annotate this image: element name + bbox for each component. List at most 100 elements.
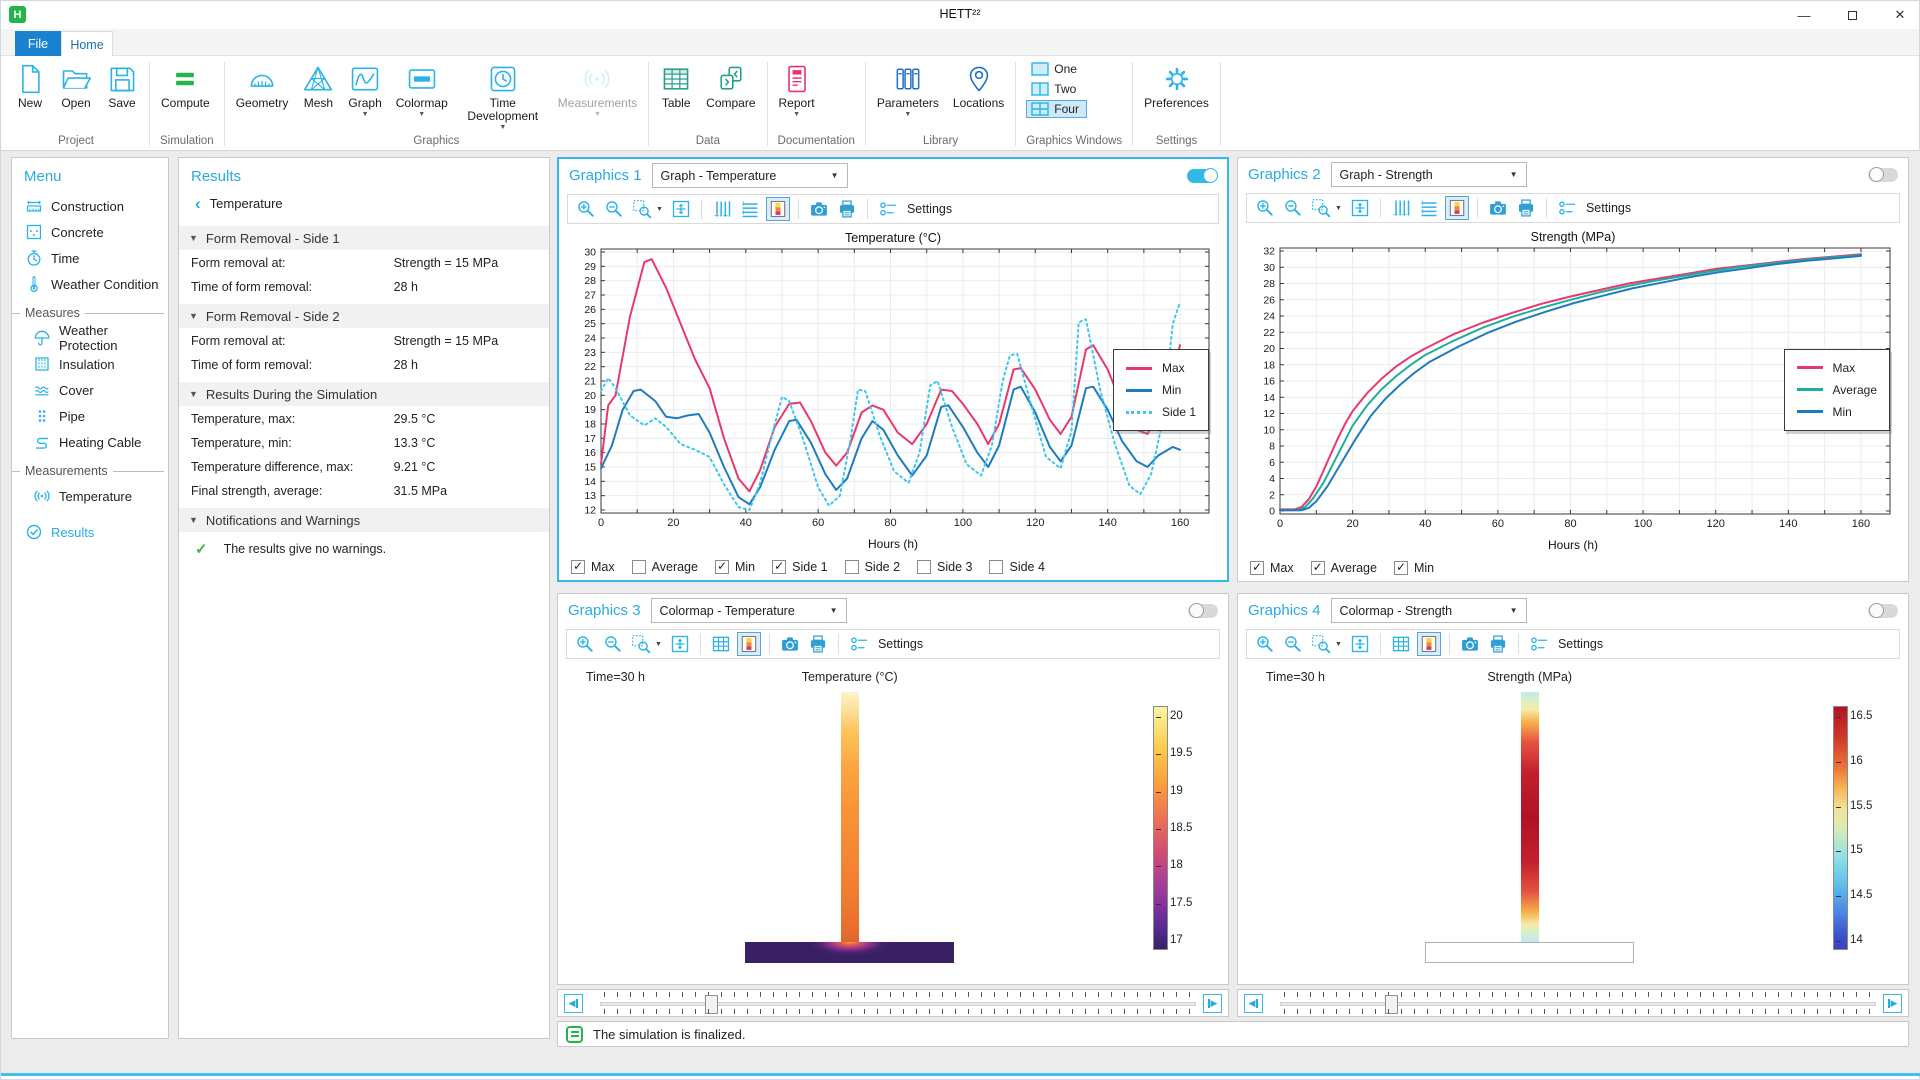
colorbar-toggle-button[interactable]	[1416, 632, 1441, 656]
snapshot-camera-button[interactable]	[807, 197, 831, 221]
checkbox-min[interactable]: ✓ Min	[1393, 560, 1435, 575]
horizontal-grid-button[interactable]	[738, 197, 762, 221]
chevron-down-icon[interactable]: ▼	[655, 640, 662, 648]
checkbox-average[interactable]: ✓Average	[631, 559, 698, 574]
menu-item-pipe[interactable]: Pipe	[12, 403, 168, 429]
checkbox-max[interactable]: ✓ Max	[571, 559, 615, 574]
menu-item-heating-cable[interactable]: Heating Cable	[12, 429, 168, 455]
layout-one-button[interactable]: One	[1026, 60, 1087, 78]
settings-icon[interactable]	[1555, 196, 1579, 220]
settings-label[interactable]: Settings	[1585, 201, 1632, 215]
checkbox-average[interactable]: ✓Average	[1310, 560, 1377, 575]
table-button[interactable]: Table	[653, 58, 699, 110]
table-view-button[interactable]	[709, 632, 733, 656]
menu-item-time[interactable]: Time	[12, 245, 168, 271]
tab-home[interactable]: Home	[61, 31, 113, 57]
section-header[interactable]: ▼ Form Removal - Side 1	[179, 226, 549, 250]
graphics2-toggle[interactable]	[1868, 166, 1898, 182]
print-button[interactable]	[806, 632, 830, 656]
zoom-fit-button[interactable]	[1348, 632, 1372, 656]
open-button[interactable]: Open	[53, 58, 99, 110]
menu-item-concrete[interactable]: Concrete	[12, 219, 168, 245]
time-development-button[interactable]: Time Development ▼	[455, 58, 551, 131]
menu-item-cover[interactable]: Cover	[12, 377, 168, 403]
layout-four-button[interactable]: Four	[1026, 100, 1087, 118]
section-header[interactable]: ▼ Results During the Simulation	[179, 382, 549, 406]
parameters-button[interactable]: Parameters ▼	[870, 58, 946, 118]
slider-step-forward-button[interactable]: ▶	[1203, 994, 1222, 1013]
checkbox-side4[interactable]: ✓Side 4	[989, 559, 1045, 574]
chevron-down-icon[interactable]: ▼	[1335, 204, 1342, 212]
snapshot-camera-button[interactable]	[778, 632, 802, 656]
settings-icon[interactable]	[847, 632, 871, 656]
preferences-button[interactable]: Preferences	[1137, 58, 1216, 110]
colorbar-toggle-button[interactable]	[736, 632, 761, 656]
legend-toggle-button[interactable]	[1444, 196, 1469, 220]
menu-item-insulation[interactable]: Insulation	[12, 351, 168, 377]
colormap-button[interactable]: Colormap ▼	[389, 58, 455, 118]
graphics3-toggle[interactable]	[1188, 602, 1218, 618]
checkbox-min[interactable]: ✓ Min	[714, 559, 756, 574]
save-button[interactable]: Save	[99, 58, 145, 110]
zoom-in-button[interactable]	[1253, 196, 1277, 220]
zoom-fit-button[interactable]	[1348, 196, 1372, 220]
report-button[interactable]: Report ▼	[772, 58, 822, 118]
checkbox-side3[interactable]: ✓Side 3	[917, 559, 972, 574]
menu-item-temperature[interactable]: Temperature	[12, 483, 168, 509]
zoom-in-button[interactable]	[1253, 632, 1277, 656]
graphics4-toggle[interactable]	[1868, 602, 1898, 618]
graph-button[interactable]: Graph ▼	[341, 58, 388, 118]
zoom-in-button[interactable]	[574, 197, 598, 221]
close-button[interactable]: ✕	[1894, 7, 1906, 22]
slider-track[interactable]	[600, 995, 1196, 1014]
tab-file[interactable]: File	[15, 31, 61, 56]
new-button[interactable]: New	[7, 58, 53, 110]
zoom-region-button[interactable]	[1309, 196, 1333, 220]
results-back-link[interactable]: ‹ Temperature	[195, 194, 283, 213]
mesh-button[interactable]: Mesh	[295, 58, 341, 110]
slider-step-forward-button[interactable]: ▶	[1883, 994, 1902, 1013]
settings-label[interactable]: Settings	[877, 637, 924, 651]
print-button[interactable]	[1486, 632, 1510, 656]
section-header[interactable]: ▼ Notifications and Warnings	[179, 508, 549, 532]
zoom-region-button[interactable]	[630, 197, 654, 221]
vertical-grid-button[interactable]	[1389, 196, 1413, 220]
print-button[interactable]	[835, 197, 859, 221]
graphics4-view-dropdown[interactable]: Colormap - Strength ▼	[1330, 598, 1527, 623]
menu-item-weather-protection[interactable]: Weather Protection	[12, 323, 168, 353]
section-header[interactable]: ▼ Form Removal - Side 2	[179, 304, 549, 328]
vertical-grid-button[interactable]	[710, 197, 734, 221]
checkbox-side2[interactable]: ✓Side 2	[844, 559, 900, 574]
zoom-in-button[interactable]	[573, 632, 597, 656]
graphics2-view-dropdown[interactable]: Graph - Strength ▼	[1330, 162, 1527, 187]
snapshot-camera-button[interactable]	[1458, 632, 1482, 656]
locations-button[interactable]: Locations	[946, 58, 1011, 110]
zoom-fit-button[interactable]	[668, 632, 692, 656]
settings-label[interactable]: Settings	[906, 202, 953, 216]
compare-button[interactable]: Compare	[699, 58, 762, 110]
chevron-down-icon[interactable]: ▼	[656, 205, 663, 213]
checkbox-side1[interactable]: ✓ Side 1	[772, 559, 828, 574]
menu-item-construction[interactable]: Construction	[12, 193, 168, 219]
graphics3-view-dropdown[interactable]: Colormap - Temperature ▼	[650, 598, 847, 623]
menu-item-results[interactable]: Results	[12, 519, 168, 545]
zoom-out-button[interactable]	[1281, 632, 1305, 656]
checkbox-max[interactable]: ✓ Max	[1250, 560, 1294, 575]
zoom-region-button[interactable]	[629, 632, 653, 656]
minimize-button[interactable]: —	[1797, 7, 1811, 23]
chevron-down-icon[interactable]: ▼	[1335, 640, 1342, 648]
print-button[interactable]	[1514, 196, 1538, 220]
snapshot-camera-button[interactable]	[1486, 196, 1510, 220]
settings-icon[interactable]	[1527, 632, 1551, 656]
compute-button[interactable]: Compute	[154, 58, 217, 110]
zoom-out-button[interactable]	[601, 632, 625, 656]
settings-icon[interactable]	[876, 197, 900, 221]
zoom-out-button[interactable]	[1281, 196, 1305, 220]
slider-step-back-button[interactable]: ◀	[1244, 994, 1263, 1013]
menu-item-weather-condition[interactable]: Weather Condition	[12, 271, 168, 297]
table-view-button[interactable]	[1389, 632, 1413, 656]
slider-track[interactable]	[1280, 995, 1876, 1014]
layout-two-button[interactable]: Two	[1026, 80, 1087, 98]
settings-label[interactable]: Settings	[1557, 637, 1604, 651]
geometry-button[interactable]: Geometry	[229, 58, 296, 110]
